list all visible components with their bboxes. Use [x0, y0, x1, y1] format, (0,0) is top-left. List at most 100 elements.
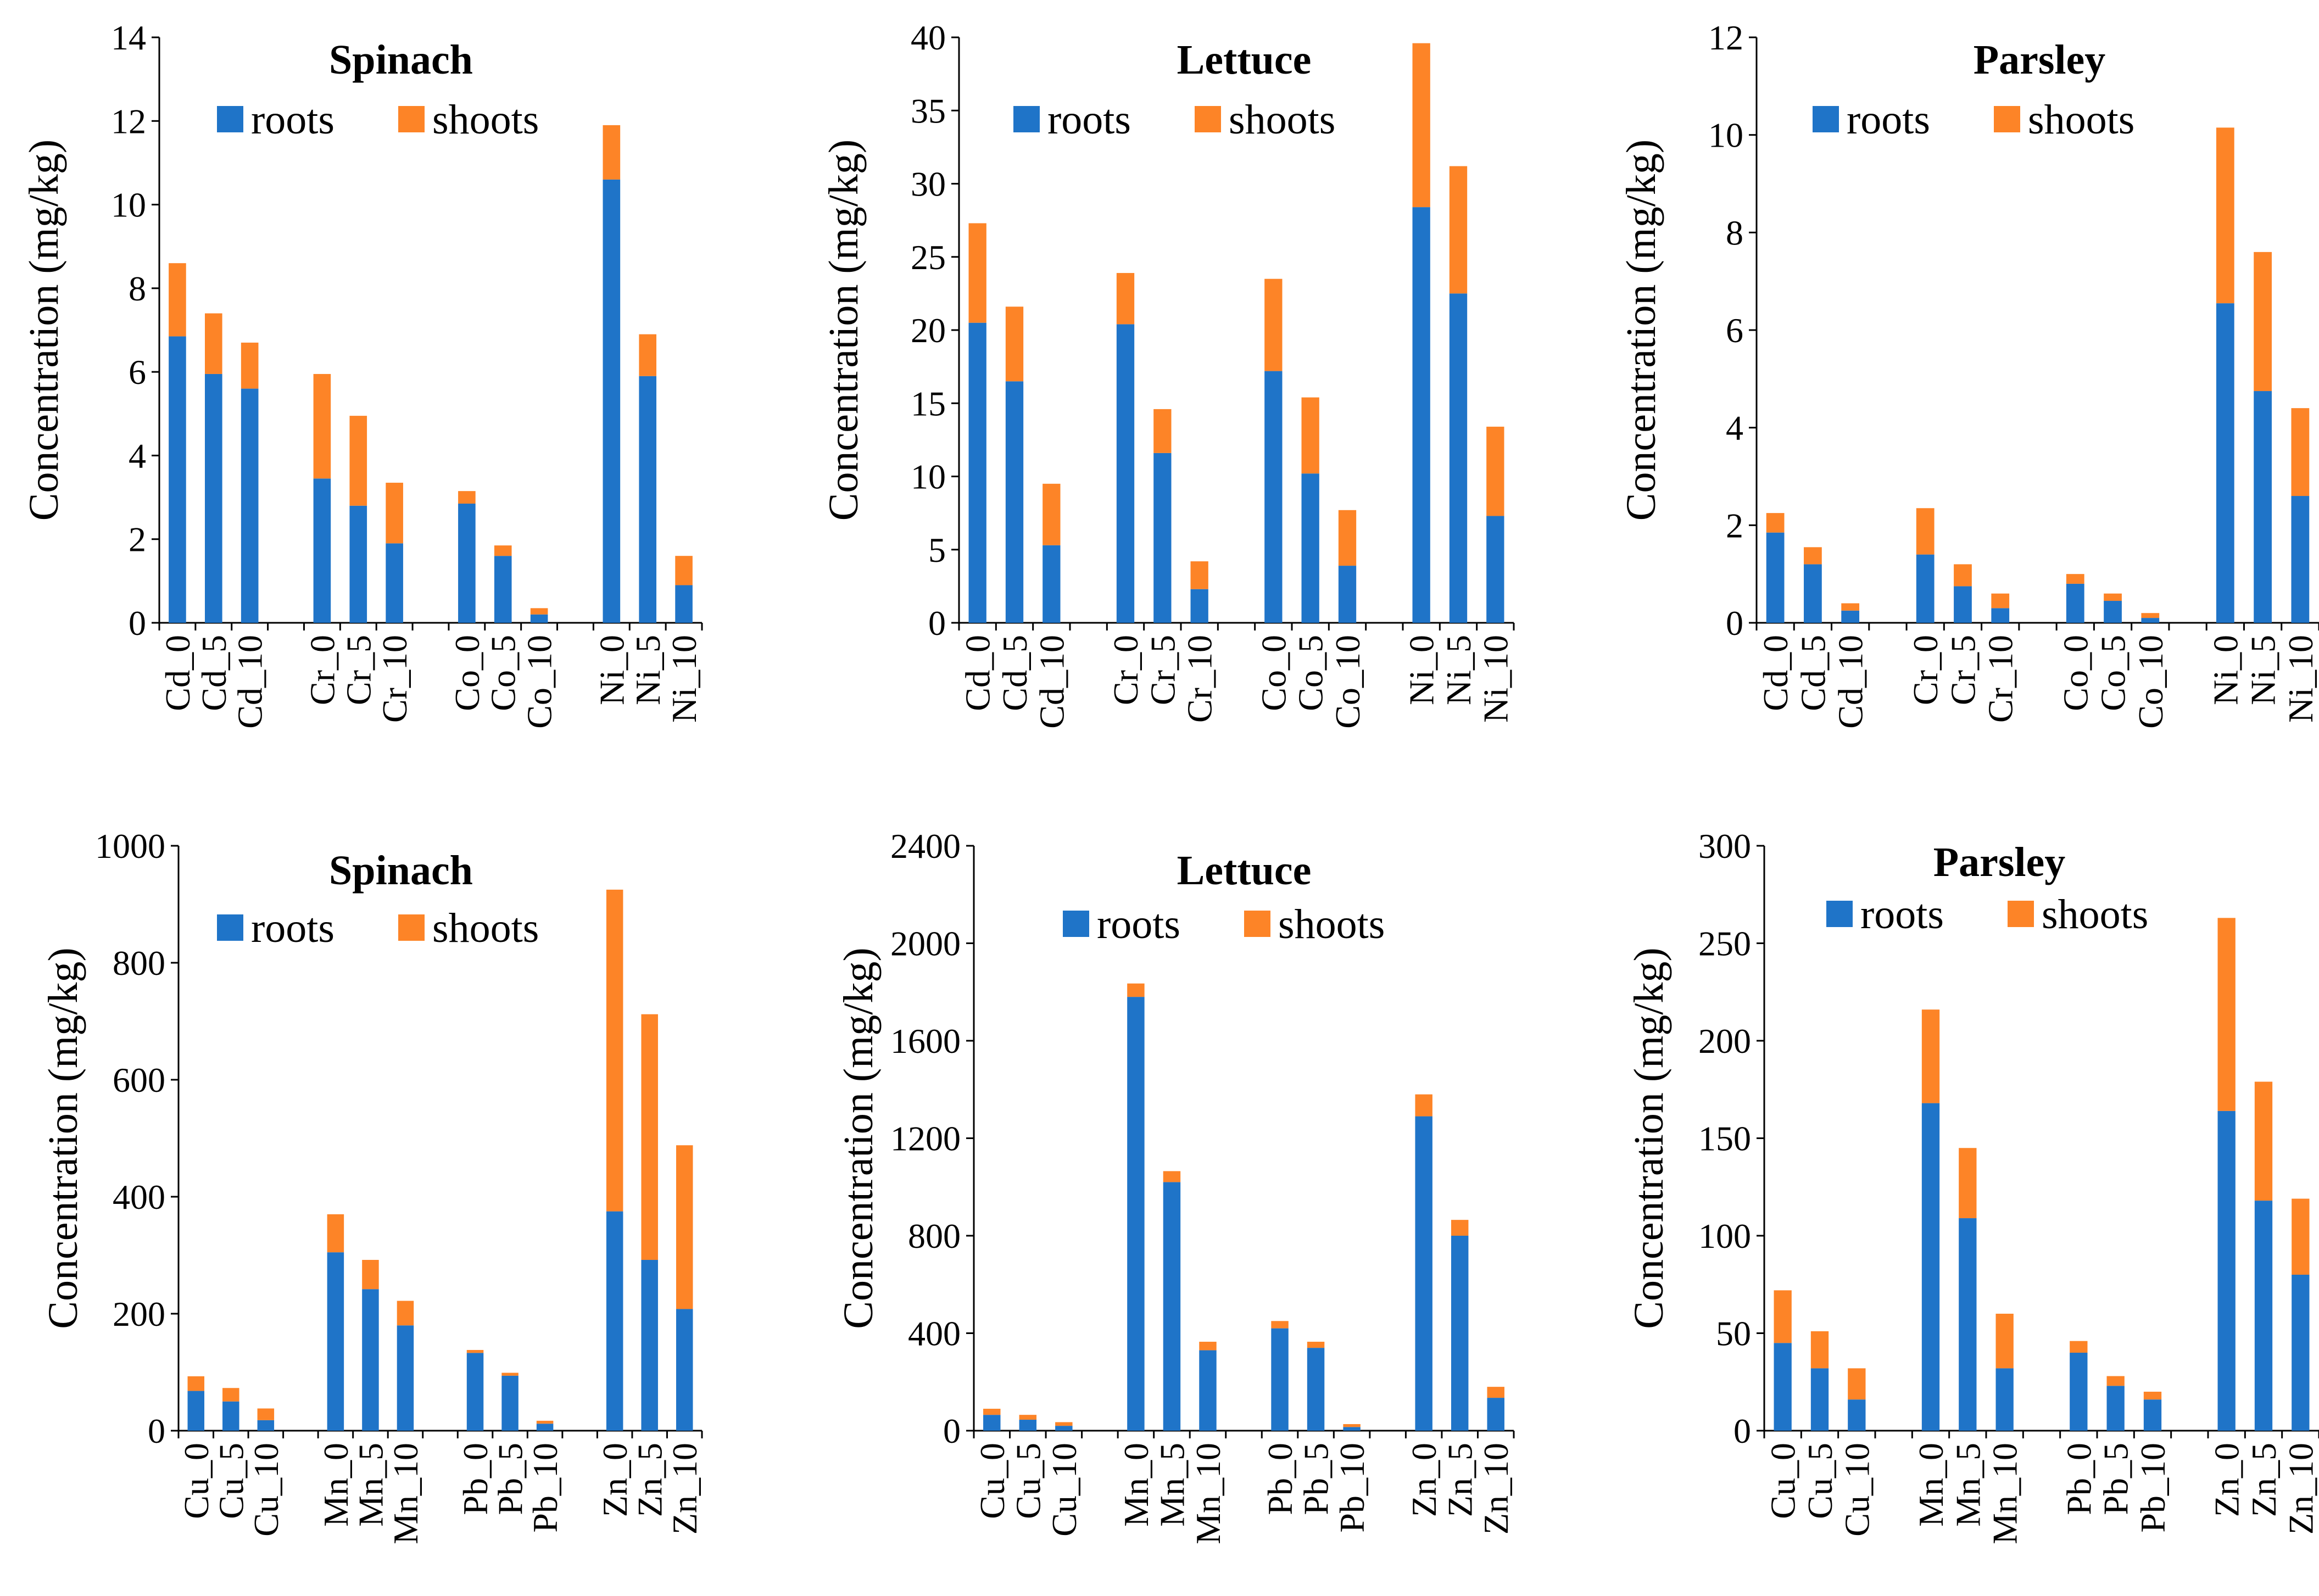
y-tick-label: 1000 [95, 827, 165, 866]
category-label: Ni_10 [2281, 635, 2319, 723]
y-tick-label: 25 [911, 238, 946, 277]
legend: roots shoots [1826, 891, 2148, 937]
bar-shoots-Cr_0 [313, 373, 331, 479]
category-label: Cr_10 [1981, 635, 2020, 723]
bar-shoots-Cu_0 [983, 1409, 1001, 1415]
category-label: Pb_5 [491, 1443, 530, 1515]
y-tick-label: 600 [113, 1061, 165, 1100]
category-label: Pb_10 [2133, 1443, 2172, 1533]
bar-roots-Ni_0 [1412, 207, 1430, 623]
bar-shoots-Cr_10 [1991, 593, 2010, 609]
bar-roots-Mn_5 [1163, 1182, 1181, 1431]
bar-shoots-Co_0 [1264, 278, 1283, 371]
category-label: Cr_0 [1106, 635, 1145, 705]
legend: roots shoots [217, 905, 539, 951]
legend-swatch-shoots [1244, 911, 1270, 937]
bar-shoots-Zn_10 [2292, 1198, 2310, 1275]
bar-shoots-Ni_0 [1412, 43, 1430, 208]
bar-roots-Co_5 [2104, 601, 2122, 623]
bar-roots-Cu_10 [257, 1420, 275, 1431]
category-label: Pb_5 [1297, 1443, 1336, 1515]
bar-roots-Ni_5 [2254, 391, 2272, 623]
category-label: Zn_10 [1476, 1443, 1515, 1534]
y-tick-label: 4 [129, 436, 146, 475]
bar-shoots-Cu_5 [1810, 1331, 1829, 1369]
bar-shoots-Cr_10 [386, 482, 403, 544]
bar-shoots-Cd_5 [204, 313, 222, 374]
y-tick-label: 35 [911, 91, 946, 130]
bar-roots-Ni_10 [2291, 496, 2310, 623]
y-tick-label: 300 [1698, 827, 1751, 866]
category-label: Mn_0 [316, 1443, 355, 1527]
bar-roots-Ni_10 [675, 585, 693, 623]
legend-label-shoots: shoots [2028, 97, 2134, 143]
bar-roots-Pb_5 [2106, 1386, 2125, 1431]
category-label: Mn_0 [1117, 1443, 1156, 1527]
y-tick-label: 2000 [890, 924, 961, 963]
y-tick-label: 0 [943, 1411, 961, 1450]
category-label: Ni_5 [1439, 635, 1478, 705]
y-tick-label: 2 [1726, 506, 1743, 545]
bar-roots-Cr_10 [1991, 608, 2010, 623]
category-label: Mn_5 [1152, 1443, 1191, 1527]
bar-roots-Mn_10 [397, 1325, 414, 1431]
bar-roots-Cd_0 [1766, 532, 1785, 623]
bar-shoots-Cr_0 [1916, 508, 1935, 555]
bar-shoots-Cr_10 [1190, 561, 1208, 589]
bar-roots-Co_10 [2141, 618, 2160, 623]
chart-panel-2: 0 5 10 15 20 25 30 35 40 Concentration (mg/kg) Cd_… [821, 18, 1515, 729]
bar-roots-Zn_0 [2217, 1110, 2236, 1431]
category-label: Zn_0 [1404, 1443, 1443, 1517]
bar-shoots-Mn_5 [1959, 1148, 1977, 1219]
bar-roots-Co_10 [1338, 566, 1357, 623]
bar-shoots-Cu_5 [222, 1388, 239, 1402]
y-tick-label: 10 [111, 186, 146, 225]
category-label: Co_0 [448, 635, 487, 711]
bar-shoots-Co_10 [2141, 613, 2160, 618]
bar-roots-Cu_5 [222, 1401, 239, 1431]
y-tick-label: 1200 [890, 1119, 961, 1158]
bar-roots-Pb_0 [1271, 1328, 1289, 1431]
bar-shoots-Cd_10 [241, 342, 259, 389]
bar-roots-Cr_0 [313, 478, 331, 623]
chart-title: Parsley [1974, 37, 2106, 83]
category-label: Co_5 [2094, 635, 2133, 711]
bar-shoots-Cr_5 [1954, 564, 1972, 587]
bar-roots-Ni_10 [1486, 516, 1504, 623]
bar-roots-Co_5 [1301, 473, 1319, 623]
bar-shoots-Ni_5 [2254, 252, 2272, 392]
bar-roots-Mn_10 [1995, 1368, 2014, 1431]
bar-roots-Zn_0 [606, 1211, 623, 1431]
bar-shoots-Co_10 [530, 608, 548, 615]
bar-roots-Co_0 [2066, 583, 2084, 623]
bar-shoots-Cu_0 [1774, 1290, 1792, 1343]
legend-label-shoots: shoots [432, 97, 539, 143]
legend-label-roots: roots [1860, 891, 1944, 937]
bar-shoots-Mn_5 [362, 1260, 379, 1290]
legend-label-roots: roots [251, 97, 335, 143]
category-label: Cd_0 [158, 635, 197, 711]
bar-shoots-Cu_10 [1055, 1422, 1073, 1426]
bar-shoots-Zn_10 [1487, 1387, 1504, 1398]
bar-shoots-Pb_0 [1271, 1321, 1289, 1329]
category-label: Mn_5 [1948, 1443, 1987, 1527]
bar-shoots-Mn_0 [1127, 983, 1145, 997]
y-tick-label: 0 [129, 604, 146, 643]
bar-roots-Mn_0 [1921, 1103, 1940, 1431]
category-label: Cr_5 [1943, 635, 1982, 705]
y-axis-label: Concentration (mg/kg) [40, 947, 86, 1329]
bar-shoots-Ni_10 [1486, 426, 1504, 516]
category-label: Cr_10 [375, 635, 414, 723]
bar-shoots-Zn_0 [2217, 918, 2236, 1111]
y-tick-label: 400 [908, 1314, 961, 1353]
bar-roots-Zn_10 [1487, 1398, 1504, 1431]
chart-panel-6: 0 50 100 150 200 250 300 Concentration (mg/kg) C… [1626, 827, 2319, 1544]
y-tick-label: 6 [129, 353, 146, 392]
category-label: Cd_10 [231, 635, 270, 729]
chart-title: Lettuce [1177, 37, 1312, 83]
bar-shoots-Ni_10 [675, 556, 693, 585]
bar-roots-Cd_5 [1005, 381, 1024, 623]
category-label: Pb_0 [456, 1443, 495, 1515]
legend-swatch-shoots [398, 106, 425, 132]
category-label: Mn_5 [351, 1443, 390, 1527]
